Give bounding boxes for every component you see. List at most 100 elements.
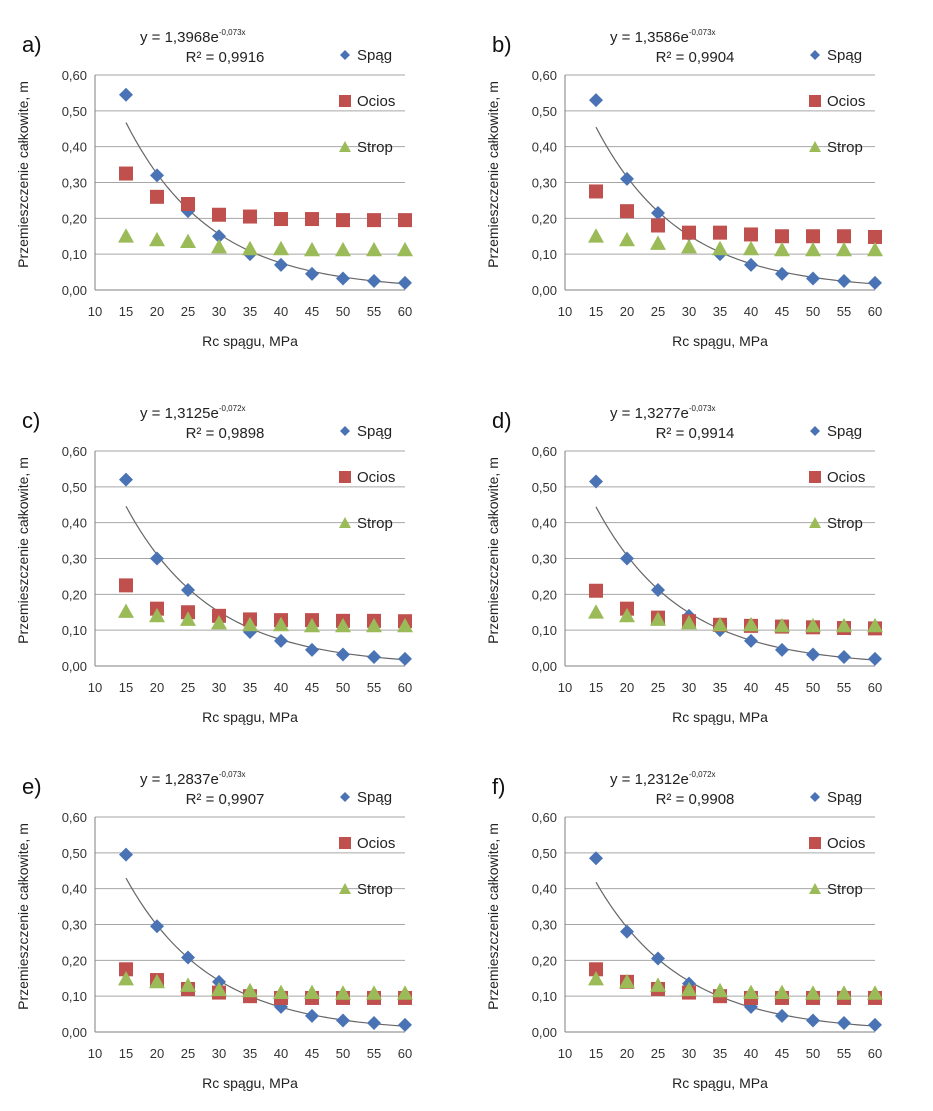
y-tick-label: 0,30 <box>62 176 87 191</box>
x-tick-label: 35 <box>243 304 257 319</box>
data-point-triangle <box>774 984 790 999</box>
legend-label: Spąg <box>357 47 392 64</box>
data-point-triangle <box>681 981 697 997</box>
x-tick-label: 40 <box>744 680 758 695</box>
data-point-diamond <box>837 274 851 289</box>
data-point-diamond <box>775 1008 789 1023</box>
data-point-triangle <box>211 615 227 630</box>
data-point-triangle <box>805 241 821 257</box>
legend-marker-diamond <box>340 792 350 802</box>
y-tick-label: 0,60 <box>532 68 557 83</box>
x-tick-label: 55 <box>367 680 381 695</box>
data-point-triangle <box>118 603 134 618</box>
data-point-triangle <box>774 617 790 633</box>
equation-exponent: -0,072x <box>219 404 246 413</box>
equation-base: y = 1,3125e <box>140 405 219 422</box>
data-point-diamond <box>398 651 412 666</box>
r-squared: R² = 0,9898 <box>186 425 265 442</box>
x-tick-label: 25 <box>181 304 195 319</box>
y-tick-label: 0,50 <box>62 846 87 861</box>
x-axis-title: Rc spągu, MPa <box>672 333 768 349</box>
data-point-triangle <box>588 228 604 243</box>
x-tick-label: 50 <box>806 1046 820 1061</box>
data-point-triangle <box>304 617 320 633</box>
x-axis-title: Rc spągu, MPa <box>672 709 768 725</box>
x-tick-label: 60 <box>398 1046 412 1061</box>
data-point-diamond <box>837 1016 851 1031</box>
legend-marker-diamond <box>810 50 820 60</box>
chart-panel-4: d) y = 1,3277e-0,073x R² = 0,9914 0,00 0,10 0… <box>485 404 883 725</box>
x-tick-label: 20 <box>150 304 164 319</box>
x-tick-label: 45 <box>775 680 789 695</box>
data-point-triangle <box>118 970 134 986</box>
data-point-triangle <box>149 973 165 989</box>
x-tick-label: 60 <box>398 680 412 695</box>
data-point-triangle <box>712 240 728 256</box>
x-tick-label: 15 <box>589 304 603 319</box>
data-point-triangle <box>304 984 320 999</box>
data-point-diamond <box>212 229 226 244</box>
y-tick-label: 0,00 <box>62 283 87 298</box>
legend-marker-triangle <box>339 141 351 152</box>
data-point-diamond <box>620 924 634 939</box>
y-tick-label: 0,00 <box>532 659 557 674</box>
data-point-diamond <box>150 551 164 566</box>
legend-label: Ocios <box>827 469 865 486</box>
x-tick-label: 50 <box>806 680 820 695</box>
data-point-square <box>589 583 603 598</box>
data-point-square <box>181 197 195 211</box>
y-tick-label: 0,30 <box>532 552 557 567</box>
x-tick-label: 25 <box>651 680 665 695</box>
data-point-diamond <box>744 257 758 272</box>
data-point-triangle <box>397 617 413 633</box>
data-point-triangle <box>242 982 258 998</box>
data-point-square <box>682 225 696 240</box>
data-point-triangle <box>619 231 635 247</box>
data-point-triangle <box>774 241 790 257</box>
trendline <box>125 505 406 661</box>
r-squared: R² = 0,9916 <box>186 49 265 66</box>
data-point-triangle <box>180 977 196 992</box>
y-tick-label: 0,20 <box>62 211 87 226</box>
data-point-triangle <box>650 235 666 250</box>
x-tick-label: 15 <box>119 304 133 319</box>
x-tick-label: 25 <box>181 1046 195 1061</box>
panel-label: f) <box>492 774 505 799</box>
x-axis-title: Rc spągu, MPa <box>202 333 298 349</box>
equation-base: y = 1,2837e <box>140 771 219 788</box>
data-point-diamond <box>150 919 164 934</box>
x-tick-label: 35 <box>713 1046 727 1061</box>
legend-marker-square <box>339 95 351 107</box>
data-point-triangle <box>805 985 821 1000</box>
trendline <box>595 506 876 661</box>
data-point-triangle <box>211 239 227 254</box>
y-tick-label: 0,60 <box>62 444 87 459</box>
y-tick-label: 0,00 <box>532 283 557 298</box>
data-point-diamond <box>181 950 195 965</box>
y-tick-label: 0,50 <box>532 846 557 861</box>
legend-label: Spąg <box>827 47 862 64</box>
x-tick-label: 50 <box>806 304 820 319</box>
data-point-diamond <box>119 472 133 487</box>
data-point-triangle <box>836 617 852 633</box>
data-point-triangle <box>366 241 382 257</box>
x-tick-label: 15 <box>119 680 133 695</box>
data-point-triangle <box>619 973 635 989</box>
trendline <box>125 122 406 285</box>
data-point-triangle <box>743 984 759 999</box>
data-point-diamond <box>119 87 133 102</box>
y-axis-title: Przemieszczenie całkowite, m <box>15 457 31 644</box>
data-point-triangle <box>588 604 604 619</box>
equation-base: y = 1,2312e <box>610 771 689 788</box>
data-point-diamond <box>837 650 851 665</box>
trendline-equation: y = 1,3277e-0,073x <box>610 404 716 422</box>
data-point-square <box>806 229 820 244</box>
data-point-triangle <box>836 241 852 257</box>
data-point-diamond <box>651 205 665 220</box>
data-point-triangle <box>681 615 697 630</box>
data-point-square <box>367 213 381 228</box>
x-tick-label: 55 <box>367 1046 381 1061</box>
y-tick-label: 0,00 <box>62 1025 87 1040</box>
x-tick-label: 25 <box>651 304 665 319</box>
trendline <box>595 126 876 285</box>
